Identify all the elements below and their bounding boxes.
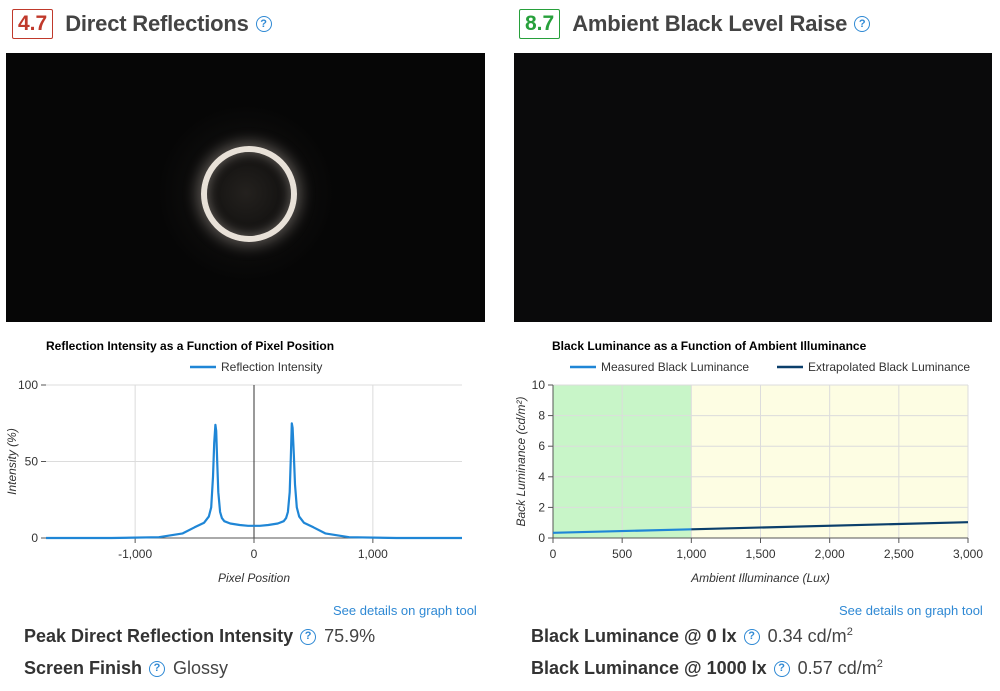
stat-label: Peak Direct Reflection Intensity (24, 626, 294, 646)
black-luminance-chart[interactable]: 0 2 4 6 8 10 0 500 1,000 1,500 2,000 2,500 3,000 Ambi… (507, 355, 1000, 595)
y-tick-label: 50 (25, 455, 39, 469)
legend-label-1: Extrapolated Black Luminance (808, 360, 970, 374)
y-tick-label: 8 (538, 409, 545, 423)
y-axis-label: Back Luminance (cd/m²) (514, 396, 528, 526)
series-line-0 (552, 528, 692, 534)
stat-label: Black Luminance @ 0 lx (531, 626, 737, 646)
help-icon[interactable]: ? (255, 16, 272, 32)
y-tick-label: 4 (538, 470, 545, 484)
help-icon[interactable]: ? (854, 16, 871, 32)
x-tick-label: 2,000 (815, 547, 845, 561)
stat-label: Black Luminance @ 1000 lx (531, 658, 767, 678)
help-icon[interactable]: ? (300, 628, 317, 645)
stat-value: 75.9% (324, 626, 376, 646)
y-tick-label: 0 (538, 531, 545, 545)
help-icon[interactable]: ? (743, 628, 760, 645)
chart-title: Reflection Intensity as a Function of Pi… (46, 339, 335, 353)
ambient-black-title: Ambient Black Level Raise (572, 11, 848, 36)
x-tick-label: -1,000 (118, 547, 152, 561)
black-luminance-0lx-stat: Black Luminance @ 0 lx ? 0.34 cd/m2 (531, 626, 853, 647)
stat-value: Glossy (173, 658, 229, 678)
direct-reflections-header: 4.7 Direct Reflections ? (12, 9, 272, 39)
help-icon[interactable]: ? (149, 660, 166, 677)
peak-reflection-stat: Peak Direct Reflection Intensity ? 75.9% (24, 626, 375, 647)
x-tick-label: 500 (612, 547, 632, 561)
black-luminance-1000lx-stat: Black Luminance @ 1000 lx ? 0.57 cd/m2 (531, 658, 883, 679)
y-tick-label: 2 (538, 500, 545, 514)
chart-title: Black Luminance as a Function of Ambient… (552, 339, 867, 353)
ambient-black-photo (514, 53, 992, 322)
y-tick-label: 0 (31, 531, 38, 545)
graph-tool-link[interactable]: See details on graph tool (333, 603, 477, 618)
help-icon[interactable]: ? (773, 660, 790, 677)
x-tick-label: 2,500 (884, 547, 914, 561)
direct-reflections-score: 4.7 (12, 9, 54, 39)
legend-label-0: Measured Black Luminance (601, 360, 749, 374)
stat-value: 0.34 cd/m2 (767, 626, 853, 646)
reflection-intensity-chart[interactable]: 0 50 100 -1,000 0 1,000 Pixel Position Intensit… (0, 355, 500, 595)
graph-tool-link[interactable]: See details on graph tool (839, 603, 983, 618)
y-tick-label: 100 (18, 378, 38, 392)
y-tick-label: 6 (538, 439, 545, 453)
ambient-black-score: 8.7 (519, 9, 561, 39)
direct-reflections-title: Direct Reflections (65, 11, 249, 36)
y-axis-label: Intensity (%) (5, 428, 19, 495)
x-tick-label: 0 (251, 547, 258, 561)
reflection-ring (201, 146, 297, 242)
x-tick-label: 3,000 (953, 547, 983, 561)
x-tick-label: 1,000 (358, 547, 388, 561)
stat-label: Screen Finish (24, 658, 143, 678)
x-tick-label: 0 (550, 547, 557, 561)
y-tick-label: 10 (532, 378, 546, 392)
legend-label-0: Reflection Intensity (221, 360, 322, 374)
series-line-0 (46, 422, 462, 540)
x-axis-label: Ambient Illuminance (Lux) (690, 571, 830, 585)
ambient-black-header: 8.7 Ambient Black Level Raise ? (519, 9, 871, 39)
x-tick-label: 1,500 (745, 547, 775, 561)
x-axis-label: Pixel Position (218, 571, 290, 585)
screen-finish-stat: Screen Finish ? Glossy (24, 658, 228, 679)
series-line-1 (691, 521, 969, 531)
direct-reflections-photo (6, 53, 485, 322)
stat-value: 0.57 cd/m2 (797, 658, 883, 678)
x-tick-label: 1,000 (676, 547, 706, 561)
